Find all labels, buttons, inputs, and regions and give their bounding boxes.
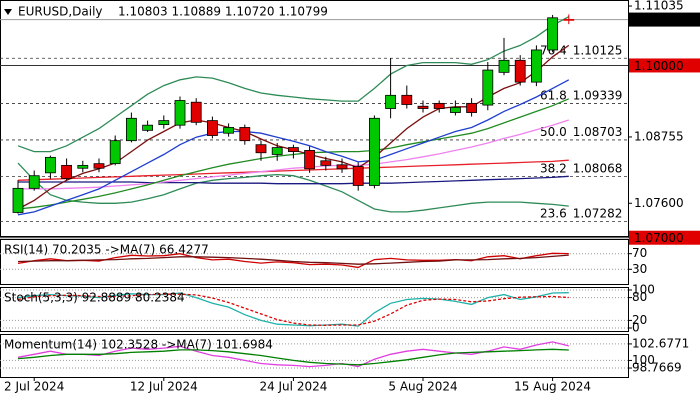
- candle-body: [271, 147, 283, 155]
- candle-body: [93, 163, 105, 169]
- candle-body: [531, 49, 542, 83]
- candle-body: [206, 120, 218, 136]
- candle-body: [563, 18, 575, 21]
- candle-body: [417, 105, 429, 109]
- panel-label: RSI(14) 70.2035 ->MA(7) 66.4277: [4, 243, 209, 257]
- y-tick-label: 80: [632, 290, 647, 304]
- y-tick-label: 102.6771: [632, 336, 689, 350]
- indicator-line: [17, 16, 570, 153]
- panel-label: Momentum(14) 102.3528 ->MA(7) 101.6984: [4, 338, 273, 352]
- fib-price: 1.10125: [573, 43, 623, 57]
- candle-body: [142, 124, 154, 131]
- indicator-line: [17, 254, 569, 265]
- y-tick-label: 30: [632, 262, 647, 276]
- candle-body: [498, 59, 510, 73]
- fib-price: 1.07282: [573, 206, 623, 220]
- indicator-line: [18, 175, 569, 185]
- candle-body: [255, 144, 267, 154]
- x-tick-label: 12 Jul 2024: [130, 380, 198, 394]
- candle-body: [174, 100, 186, 126]
- indicator-line: [17, 293, 569, 326]
- y-tick-box: [629, 58, 700, 73]
- candle-body: [449, 106, 461, 113]
- candle-body: [158, 120, 170, 126]
- candle-body: [482, 69, 494, 106]
- candle-body: [336, 164, 348, 170]
- panel-frame: [0, 0, 629, 237]
- y-tick-box: [629, 12, 700, 27]
- candle-body: [77, 164, 89, 169]
- fib-label: 23.6 1.07282: [540, 206, 622, 220]
- indicator-line: [17, 341, 569, 368]
- fib-label: 76.41.10125: [540, 43, 622, 57]
- candle-body: [12, 187, 24, 213]
- fib-ratio: 61.8: [540, 88, 567, 102]
- candle-body: [28, 175, 40, 189]
- y-tick-label: 1.10799: [634, 13, 684, 27]
- candle-body: [287, 147, 299, 152]
- fib-label: 38.2 1.08068: [540, 161, 622, 175]
- candle-body: [514, 59, 526, 83]
- candle-body: [239, 127, 251, 142]
- fib-label: 61.8 1.09339: [540, 88, 622, 102]
- fib-price: 1.08703: [573, 124, 623, 138]
- menu-triangle: [4, 9, 12, 15]
- x-tick-label: 24 Jul 2024: [259, 380, 327, 394]
- x-tick-label: 5 Aug 2024: [388, 380, 457, 394]
- y-tick-box: [629, 230, 700, 245]
- y-tick-label: 1.07000: [634, 231, 684, 245]
- panel-label: Stoch(5,3,3) 92.8889 80.2384: [4, 291, 185, 305]
- fib-price: 1.09339: [573, 88, 623, 102]
- fib-ratio: 50.0: [540, 124, 567, 138]
- y-tick-label: 1.08755: [634, 129, 684, 143]
- y-tick-label: 98.7669: [632, 361, 682, 375]
- candle-body: [223, 127, 235, 134]
- y-tick-label: 100: [632, 353, 655, 367]
- indicator-line: [17, 79, 570, 216]
- y-tick-label: 1.07600: [634, 196, 684, 210]
- candle-body: [126, 117, 137, 142]
- candle-body: [385, 94, 397, 109]
- indicator-line: [17, 348, 569, 366]
- candle-body: [433, 102, 445, 109]
- fib-price: 1.08068: [573, 161, 623, 175]
- chart-title: EURUSD,Daily: [18, 5, 103, 19]
- y-tick-label: 0: [632, 321, 640, 335]
- fib-ratio: 38.2: [540, 161, 567, 175]
- quote: 1.10803 1.10889 1.10720 1.10799: [118, 5, 328, 19]
- candle-body: [190, 101, 202, 123]
- candle-body: [368, 117, 380, 186]
- candle-body: [45, 156, 56, 174]
- candle-body: [304, 150, 316, 170]
- candle-body: [61, 164, 72, 179]
- indicator-line: [17, 162, 569, 213]
- indicator-line: [18, 119, 569, 190]
- fib-label: 50.0 1.08703: [540, 124, 622, 138]
- candle-body: [466, 102, 478, 113]
- candle-body: [547, 17, 558, 51]
- panel-frame: [0, 287, 629, 332]
- y-tick-label: 20: [632, 313, 647, 327]
- indicator-line: [17, 159, 569, 181]
- x-tick-label: 2 Jul 2024: [4, 380, 64, 394]
- candle-body: [109, 140, 121, 165]
- candle-body: [352, 166, 364, 186]
- y-tick-label: 1.11035: [634, 0, 684, 13]
- candle-body: [401, 94, 413, 105]
- y-tick-label: 1.10000: [634, 59, 684, 73]
- x-tick-label: 15 Aug 2024: [514, 380, 591, 394]
- candle-body: [320, 160, 332, 166]
- panel-frame: [0, 239, 629, 285]
- y-tick-label: 70: [632, 246, 647, 260]
- y-tick-label: 100: [632, 283, 655, 297]
- fib-ratio: 23.6: [540, 206, 567, 220]
